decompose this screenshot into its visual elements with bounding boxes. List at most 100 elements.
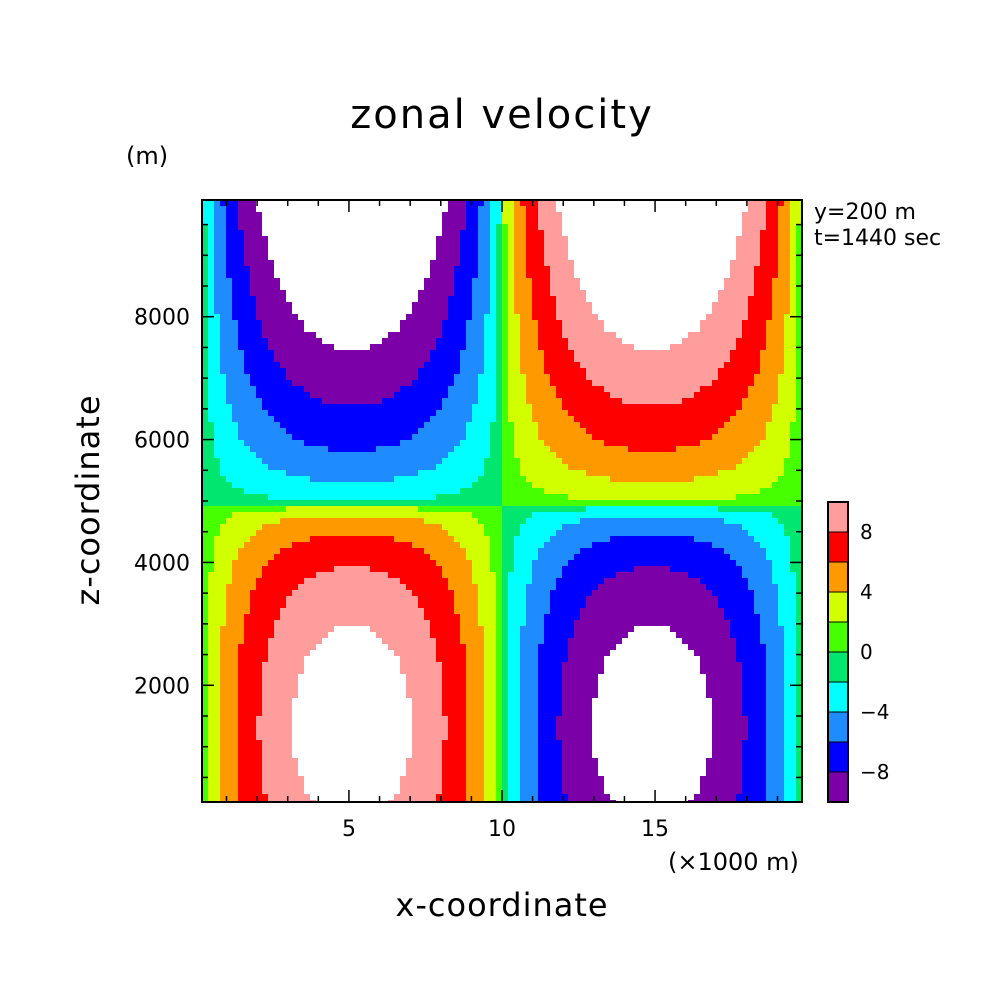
contour-cell	[562, 458, 743, 465]
contour-cell	[220, 344, 239, 351]
contour-cell	[568, 650, 611, 657]
contour-cell	[202, 458, 221, 465]
contour-cell	[796, 722, 803, 729]
contour-cell	[796, 248, 803, 255]
contour-cell	[784, 350, 797, 357]
contour-cell	[796, 770, 803, 777]
contour-cell	[406, 314, 449, 321]
contour-cell	[238, 734, 257, 741]
contour-cell	[508, 602, 527, 609]
contour-cell	[790, 536, 803, 543]
contour-cell	[568, 644, 617, 651]
contour-cell	[520, 758, 539, 765]
contour-cell	[742, 680, 767, 687]
contour-cell	[502, 686, 509, 693]
contour-cell	[466, 344, 485, 351]
contour-cell	[754, 290, 773, 297]
contour-cell	[508, 386, 527, 393]
contour-cell	[790, 296, 797, 303]
contour-cell	[448, 206, 467, 213]
contour-cell	[550, 284, 581, 291]
contour-cell	[796, 746, 803, 753]
contour-cell	[250, 536, 311, 543]
contour-cell	[478, 596, 497, 603]
contour-cell	[442, 458, 485, 465]
contour-cell	[430, 626, 461, 633]
contour-cell	[538, 218, 563, 225]
contour-cell	[280, 278, 425, 285]
contour-cell	[670, 626, 731, 633]
contour-cell	[304, 320, 401, 327]
contour-cell	[496, 602, 503, 609]
contour-cell	[448, 584, 479, 591]
contour-cell	[712, 302, 749, 309]
contour-cell	[484, 656, 497, 663]
contour-cell	[502, 452, 515, 459]
contour-cell	[436, 248, 461, 255]
y-tick-label: 8000	[134, 306, 190, 331]
contour-cell	[214, 566, 233, 573]
contour-cell	[202, 206, 215, 213]
contour-cell	[508, 728, 521, 735]
contour-cell	[238, 752, 263, 759]
contour-cell	[238, 770, 263, 777]
contour-cell	[208, 752, 221, 759]
contour-cell	[274, 266, 431, 273]
contour-cell	[538, 338, 569, 345]
contour-cell	[478, 272, 491, 279]
contour-cell	[442, 566, 473, 573]
contour-cell	[700, 326, 743, 333]
contour-cell	[796, 578, 803, 585]
contour-cell	[442, 332, 467, 339]
contour-cell	[532, 560, 569, 567]
contour-cell	[214, 542, 245, 549]
contour-cell	[796, 242, 803, 249]
contour-cell	[202, 248, 209, 255]
contour-cell	[466, 782, 485, 789]
contour-cell	[208, 638, 221, 645]
contour-cell	[550, 278, 581, 285]
contour-cell	[274, 554, 431, 561]
contour-cell	[760, 254, 779, 261]
contour-cell	[454, 602, 479, 609]
contour-cell	[796, 674, 803, 681]
contour-cell	[520, 674, 539, 681]
contour-cell	[472, 512, 503, 519]
contour-cell	[496, 656, 503, 663]
contour-cell	[220, 650, 239, 657]
contour-cell	[298, 692, 407, 699]
contour-cell	[508, 224, 515, 231]
contour-cell	[784, 794, 797, 801]
contour-cell	[268, 248, 437, 255]
contour-cell	[736, 338, 767, 345]
contour-cell	[202, 386, 209, 393]
contour-cell	[766, 344, 785, 351]
contour-cell	[400, 662, 443, 669]
contour-cell	[760, 368, 785, 375]
contour-cell	[412, 728, 449, 735]
contour-cell	[202, 452, 215, 459]
contour-cell	[496, 236, 503, 243]
contour-cell	[700, 776, 743, 783]
contour-cell	[730, 356, 761, 363]
contour-cell	[526, 266, 551, 273]
contour-cell	[508, 590, 527, 597]
contour-cell	[484, 710, 497, 717]
contour-cell	[208, 662, 221, 669]
contour-cell	[250, 380, 293, 387]
contour-cell	[400, 440, 461, 447]
contour-cell	[502, 782, 509, 789]
contour-cell	[466, 668, 485, 675]
contour-cell	[472, 302, 491, 309]
contour-cell	[220, 644, 239, 651]
contour-cell	[424, 608, 455, 615]
colorbar-swatch	[827, 711, 849, 743]
contour-cell	[526, 398, 563, 405]
contour-cell	[778, 386, 797, 393]
contour-cell	[466, 746, 485, 753]
contour-cell	[508, 578, 533, 585]
contour-cell	[766, 794, 785, 801]
contour-cell	[490, 428, 503, 435]
contour-cell	[790, 230, 797, 237]
contour-cell	[238, 692, 263, 699]
